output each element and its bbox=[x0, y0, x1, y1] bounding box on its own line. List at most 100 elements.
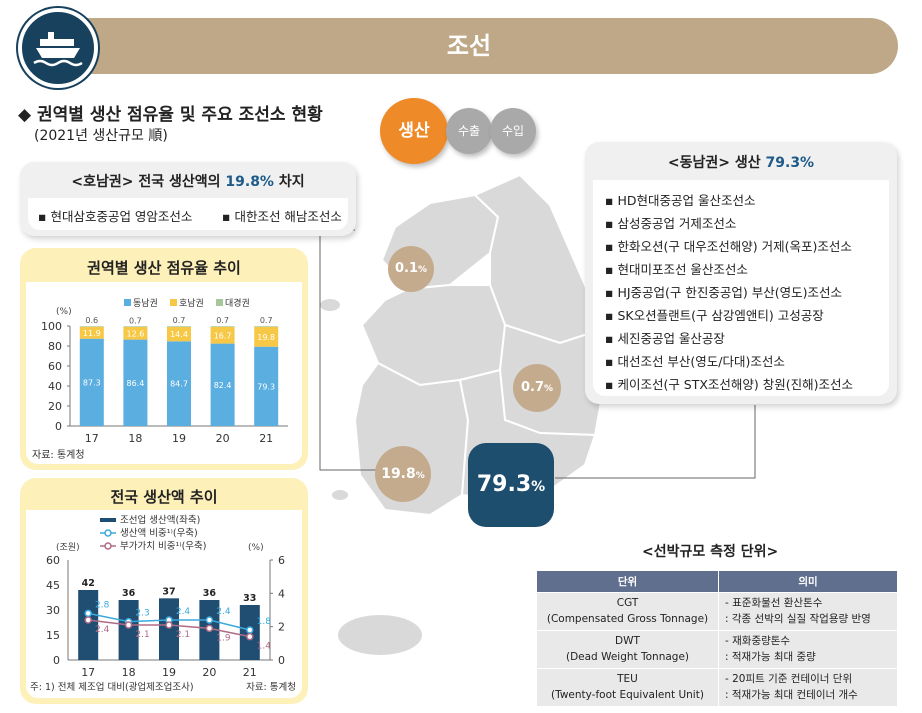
y2-tick-label: 4 bbox=[278, 587, 285, 600]
x-tick-label: 17 bbox=[81, 666, 95, 679]
legend-label: 조선업 생산액(좌축) bbox=[120, 514, 200, 526]
bar-value-label: 36 bbox=[122, 588, 136, 599]
x-tick-label: 18 bbox=[128, 432, 142, 445]
dongnam-box: <동남권> 생산 79.3% ▪ HD현대중공업 울산조선소 ▪ 삼성중공업 거… bbox=[585, 142, 897, 404]
y-tick-label: 30 bbox=[46, 604, 60, 617]
data-label: 79.3 bbox=[257, 382, 275, 391]
honam-item: ▪ 대한조선 해남조선소 bbox=[222, 209, 342, 224]
line-value-label: 2.4 bbox=[95, 625, 110, 635]
y-tick-label: 100 bbox=[41, 320, 62, 333]
bar-segment bbox=[79, 326, 104, 339]
dongnam-item: ▪ 세진중공업 울산공장 bbox=[605, 331, 725, 346]
dongnam-title: <동남권> 생산 79.3% bbox=[667, 155, 815, 171]
ship-icon bbox=[33, 32, 83, 67]
bar-segment bbox=[167, 341, 191, 426]
y2-tick-label: 0 bbox=[278, 654, 285, 667]
note-label: 주: 1) 전체 제조업 대비(광업제조업조사) bbox=[30, 681, 194, 693]
honam-box: <호남권> 전국 생산액의 19.8% 차지 ▪ 현대삼호중공업 영암조선소 ▪… bbox=[20, 162, 356, 236]
dongnam-item: ▪ HD현대중공업 울산조선소 bbox=[605, 193, 756, 208]
left-unit-label: (조원) bbox=[56, 542, 80, 553]
map-bubble-honam: 19.8% bbox=[375, 446, 431, 502]
bar-segment bbox=[123, 327, 148, 340]
title-banner bbox=[40, 18, 898, 74]
bar-segment bbox=[79, 326, 104, 327]
line-value-label: 2.1 bbox=[176, 630, 190, 640]
line-value-label: 1.8 bbox=[257, 617, 272, 627]
x-tick-label: 19 bbox=[162, 666, 176, 679]
y-tick-label: 60 bbox=[48, 360, 62, 373]
legend-swatch bbox=[124, 299, 131, 306]
tab-export[interactable]: 수출 bbox=[446, 108, 492, 154]
y-tick-label: 20 bbox=[48, 400, 62, 413]
data-label: 82.4 bbox=[214, 381, 232, 390]
data-label: 86.4 bbox=[126, 379, 144, 388]
production-chart: 조선업 생산액(좌축)생산액 비중¹⁾(우축)부가가치 비중¹⁾(우축) (조원)… bbox=[30, 514, 296, 693]
y-tick-label: 15 bbox=[46, 629, 60, 642]
bar bbox=[78, 590, 99, 660]
bar-value-label: 36 bbox=[203, 588, 217, 599]
line-point bbox=[205, 616, 214, 624]
units-title: <선박규모 측정 단위> bbox=[642, 544, 779, 560]
legend-marker bbox=[104, 529, 112, 537]
units-header: 단위 bbox=[536, 570, 719, 593]
table-row: TEU (Twenty-foot Equivalent Unit) - 20피트 … bbox=[536, 668, 898, 707]
legend-label: 생산액 비중¹⁾(우축) bbox=[120, 527, 198, 539]
x-tick-label: 21 bbox=[259, 432, 273, 445]
bar-segment bbox=[210, 326, 235, 344]
share-chart-panel: 권역별 생산 점유율 추이 (%) 동남권 호남권 대경권 0 20 40 60 80 100 87… bbox=[20, 248, 308, 470]
bar bbox=[118, 600, 139, 660]
bar-segment bbox=[254, 326, 279, 327]
x-tick-label: 21 bbox=[243, 666, 257, 679]
honam-item: ▪ 현대삼호중공업 영암조선소 bbox=[38, 209, 193, 224]
line-point bbox=[246, 632, 254, 641]
line-value-label: 2.4 bbox=[176, 607, 191, 617]
region-jeju bbox=[338, 615, 422, 655]
line-point bbox=[84, 609, 92, 618]
legend-swatch bbox=[216, 299, 223, 306]
line-value-label: 1.9 bbox=[216, 633, 231, 643]
data-label: 12.6 bbox=[126, 329, 144, 338]
line-point bbox=[246, 626, 254, 634]
y-tick-label: 40 bbox=[48, 380, 62, 393]
line-value-label: 2.1 bbox=[135, 630, 149, 640]
production-chart-panel: 전국 생산액 추이 조선업 생산액(좌축) 생산액 비중¹⁾(우축) 부가가치 비중… bbox=[20, 478, 308, 704]
honam-title: <호남권> 전국 생산액의 19.8% 차지 bbox=[71, 174, 305, 190]
line-point bbox=[124, 621, 133, 629]
bar-segment bbox=[167, 326, 191, 327]
legend-swatch bbox=[170, 299, 177, 306]
y-tick-label: 0 bbox=[53, 654, 60, 667]
data-label: 14.4 bbox=[170, 330, 188, 339]
dongnam-item: ▪ 삼성중공업 거제조선소 bbox=[605, 216, 737, 231]
dongnam-item: ▪ SK오션플랜트(구 삼강엠앤티) 고성공장 bbox=[605, 308, 824, 323]
data-label: 16.7 bbox=[214, 331, 232, 340]
line-point bbox=[165, 621, 173, 629]
right-unit-label: (%) bbox=[248, 543, 264, 553]
table-row: CGT (Compensated Gross Tonnage) - 표준화물선 환… bbox=[536, 592, 898, 631]
data-label: 87.3 bbox=[83, 378, 101, 387]
y-tick-label: 80 bbox=[48, 340, 62, 353]
data-label: 84.7 bbox=[170, 380, 188, 389]
y2-tick-label: 2 bbox=[278, 621, 285, 634]
line-value-label: 2.3 bbox=[135, 609, 149, 619]
bar-segment bbox=[167, 326, 191, 342]
x-tick-label: 19 bbox=[172, 432, 186, 445]
legend-marker bbox=[104, 542, 112, 550]
x-tick-label: 20 bbox=[216, 432, 230, 445]
line-value-label: 2.4 bbox=[216, 607, 231, 617]
source-label: 자료: 통계청 bbox=[32, 449, 85, 461]
x-tick-label: 18 bbox=[122, 666, 136, 679]
data-label: 11.9 bbox=[83, 329, 101, 338]
bar-segment bbox=[254, 346, 279, 426]
ship-badge bbox=[18, 8, 98, 88]
legend-label: 동남권 bbox=[133, 297, 158, 309]
tab-import[interactable]: 수입 bbox=[490, 108, 536, 154]
data-label: 19.8 bbox=[257, 333, 275, 342]
data-label: 0.7 bbox=[173, 316, 186, 325]
dongnam-item: ▪ 대선조선 부산(영도/다대)조선소 bbox=[605, 354, 785, 369]
data-label: 0.7 bbox=[260, 316, 273, 325]
bar-value-label: 33 bbox=[243, 593, 256, 604]
dongnam-item: ▪ HJ중공업(구 한진중공업) 부산(영도)조선소 bbox=[605, 285, 842, 300]
bar-segment bbox=[123, 339, 148, 426]
tab-production[interactable]: 생산 bbox=[380, 98, 448, 164]
line-point bbox=[205, 624, 214, 633]
